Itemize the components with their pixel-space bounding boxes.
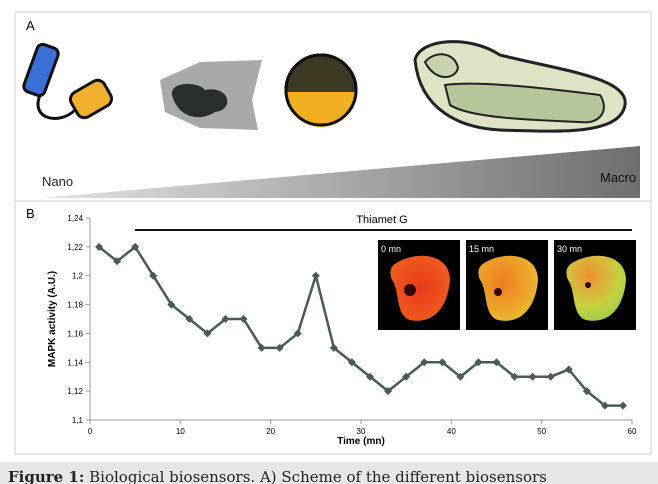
y-tick-label: 1,1 [72,416,84,425]
inset-label: 30 mn [557,244,582,254]
data-point [619,402,627,410]
x-axis-label: Time (mn) [337,436,385,447]
y-tick-label: 1,2 [72,272,84,281]
y-tick-label: 1,14 [67,358,83,367]
figure: A Nano Macro B Thiamet G 0 mn 15 mn 30 m… [0,0,658,462]
x-tick-label: 40 [447,427,456,436]
inset-label: 0 mn [381,244,401,254]
y-tick-label: 1,24 [67,214,83,223]
scale-start: Nano [42,174,73,189]
annotation: Thiamet G [356,214,407,226]
data-point [312,272,320,280]
page: {"panel_a": {"label": "A", "scale_start"… [0,0,658,484]
x-tick-label: 20 [266,427,275,436]
larva [415,42,625,132]
caption-text: Biological biosensors. A) Scheme of the … [84,468,546,484]
nano-sensor [22,43,114,121]
x-tick-label: 60 [628,427,637,436]
y-tick-label: 1,12 [67,387,83,396]
data-point [529,373,537,381]
inset-label: 15 mn [469,244,494,254]
panel-label: A [26,18,35,33]
data-point [547,373,555,381]
x-tick-label: 30 [357,427,366,436]
cell [160,60,262,130]
embryo [286,55,356,127]
y-tick-label: 1,18 [67,301,83,310]
caption-label: Figure 1: [8,468,84,484]
inset-images [378,240,636,330]
scale-end: Macro [600,170,636,185]
y-tick-label: 1,22 [67,243,83,252]
y-axis-label: MAPK activity (A.U.) [47,271,58,367]
x-tick-label: 10 [176,427,185,436]
scale-wedge [40,146,640,198]
x-tick-label: 0 [88,427,93,436]
panel-label: B [26,206,35,221]
y-tick-label: 1,16 [67,329,83,338]
x-tick-label: 50 [537,427,546,436]
caption: Figure 1: Biological biosensors. A) Sche… [0,462,658,484]
